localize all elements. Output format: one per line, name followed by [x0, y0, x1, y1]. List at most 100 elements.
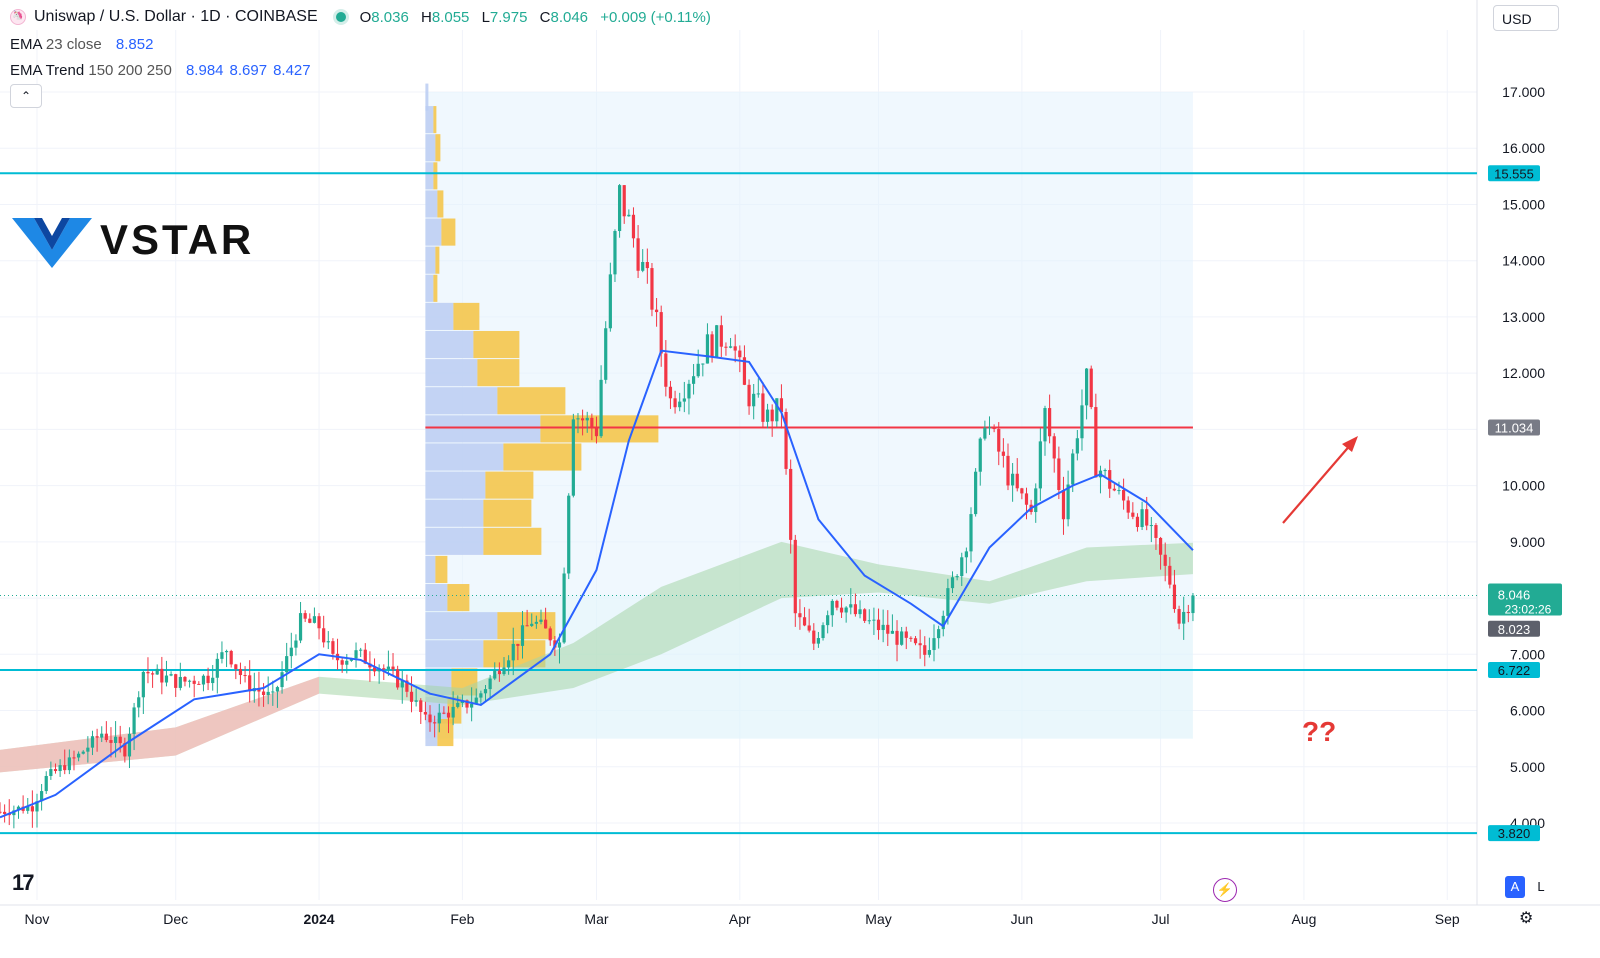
candle-body	[1084, 368, 1089, 406]
candle-body	[1117, 490, 1121, 492]
candle-body	[100, 733, 104, 738]
poc-price-label: 11.034	[1495, 420, 1534, 435]
poc-price-label-bg	[1488, 419, 1540, 436]
candle-body	[950, 577, 955, 589]
candle-body	[747, 384, 751, 407]
auto-scale-button[interactable]: A	[1505, 876, 1525, 898]
candle-body	[664, 353, 668, 387]
candle-body	[474, 697, 478, 704]
currency-select[interactable]: USD	[1493, 5, 1559, 31]
x-tick-label: Dec	[163, 911, 188, 927]
ema-legend[interactable]: EMA 23 close 8.852	[10, 36, 154, 53]
candle-body	[141, 671, 145, 698]
tradingview-logo-icon[interactable]: 17	[12, 870, 35, 895]
candle-body	[363, 649, 367, 664]
candle-body	[775, 398, 779, 422]
candle-body	[719, 325, 723, 347]
volume-profile-bar	[437, 718, 454, 747]
flash-icon[interactable]: ⚡	[1213, 878, 1237, 902]
prev-close-label: 8.023	[1498, 622, 1531, 637]
candle-body	[525, 625, 529, 627]
symbol-title[interactable]: Uniswap / U.S. Dollar · 1D · COINBASE	[34, 8, 318, 25]
candle-body	[215, 658, 219, 678]
candle-body	[465, 700, 469, 708]
candle-body	[654, 309, 659, 313]
volume-profile-bar	[425, 640, 484, 668]
candle-body	[1131, 512, 1135, 517]
candle-body	[437, 712, 441, 724]
candle-body	[224, 650, 229, 653]
candle-body	[386, 666, 391, 670]
candle-body	[909, 637, 913, 639]
candle-body	[451, 706, 455, 718]
candle-body	[174, 674, 178, 688]
volume-profile-bar	[425, 527, 484, 555]
candle-body	[937, 629, 941, 639]
ema23-line	[0, 349, 1194, 819]
ema-trend-legend[interactable]: EMA Trend 150 200 250 8.984 8.697 8.427	[10, 62, 311, 79]
candle-body	[784, 411, 788, 469]
candle-body	[261, 691, 266, 696]
candle-body	[1015, 473, 1019, 489]
candle-body	[941, 615, 945, 630]
candle-body	[243, 675, 247, 677]
candle-body	[636, 238, 640, 271]
candle-body	[1182, 611, 1186, 624]
candle-body	[1071, 453, 1075, 485]
candle-body	[1052, 436, 1056, 459]
candle-body	[1061, 489, 1066, 520]
candle-body	[16, 806, 21, 811]
candle-body	[932, 638, 936, 651]
candle-body	[844, 607, 848, 613]
collapse-legend-button[interactable]: ⌃	[10, 84, 42, 108]
candle-body	[987, 427, 992, 429]
candle-body	[178, 676, 182, 688]
candle-body	[756, 393, 760, 395]
candle-body	[594, 426, 599, 437]
candle-body	[419, 700, 423, 713]
candle-body	[433, 722, 437, 724]
candle-body	[581, 418, 585, 421]
candle-body	[312, 616, 317, 623]
candle-body	[789, 468, 793, 540]
candle-body	[345, 660, 349, 665]
volume-profile-bar	[497, 387, 566, 415]
candle-body	[802, 617, 807, 626]
volume-profile-bar	[435, 134, 441, 162]
volume-profile-bar	[425, 387, 498, 415]
candle-body	[502, 667, 506, 675]
candle-body	[1145, 509, 1149, 526]
candle-body	[1038, 441, 1042, 489]
candle-body	[1020, 488, 1024, 494]
candle-body	[113, 736, 118, 743]
candle-body	[187, 680, 192, 682]
candle-body	[765, 409, 770, 422]
candle-body	[206, 675, 210, 684]
candle-body	[372, 667, 377, 672]
candle-body	[67, 757, 71, 771]
candle-body	[0, 811, 2, 813]
candle-body	[308, 618, 312, 623]
log-scale-button[interactable]: L	[1537, 879, 1545, 894]
candle-body	[44, 775, 48, 792]
candle-body	[414, 700, 418, 702]
candle-body	[682, 398, 686, 402]
volume-profile-bar	[540, 415, 659, 443]
candle-body	[585, 417, 589, 421]
candle-body	[35, 801, 39, 812]
candle-body	[1006, 455, 1010, 486]
volume-profile-bar	[425, 499, 484, 527]
candle-body	[960, 557, 964, 577]
uniswap-logo-icon	[10, 9, 26, 25]
candle-body	[442, 712, 446, 714]
candle-body	[1126, 500, 1130, 513]
settings-gear-icon[interactable]: ⚙	[1519, 910, 1534, 927]
candle-body	[164, 675, 169, 683]
candle-body	[1094, 407, 1098, 478]
candle-body	[867, 620, 871, 622]
candle-body	[1080, 405, 1084, 439]
candle-body	[858, 609, 862, 615]
y-tick-label: 5.000	[1510, 759, 1545, 775]
y-tick-label: 9.000	[1510, 534, 1545, 550]
